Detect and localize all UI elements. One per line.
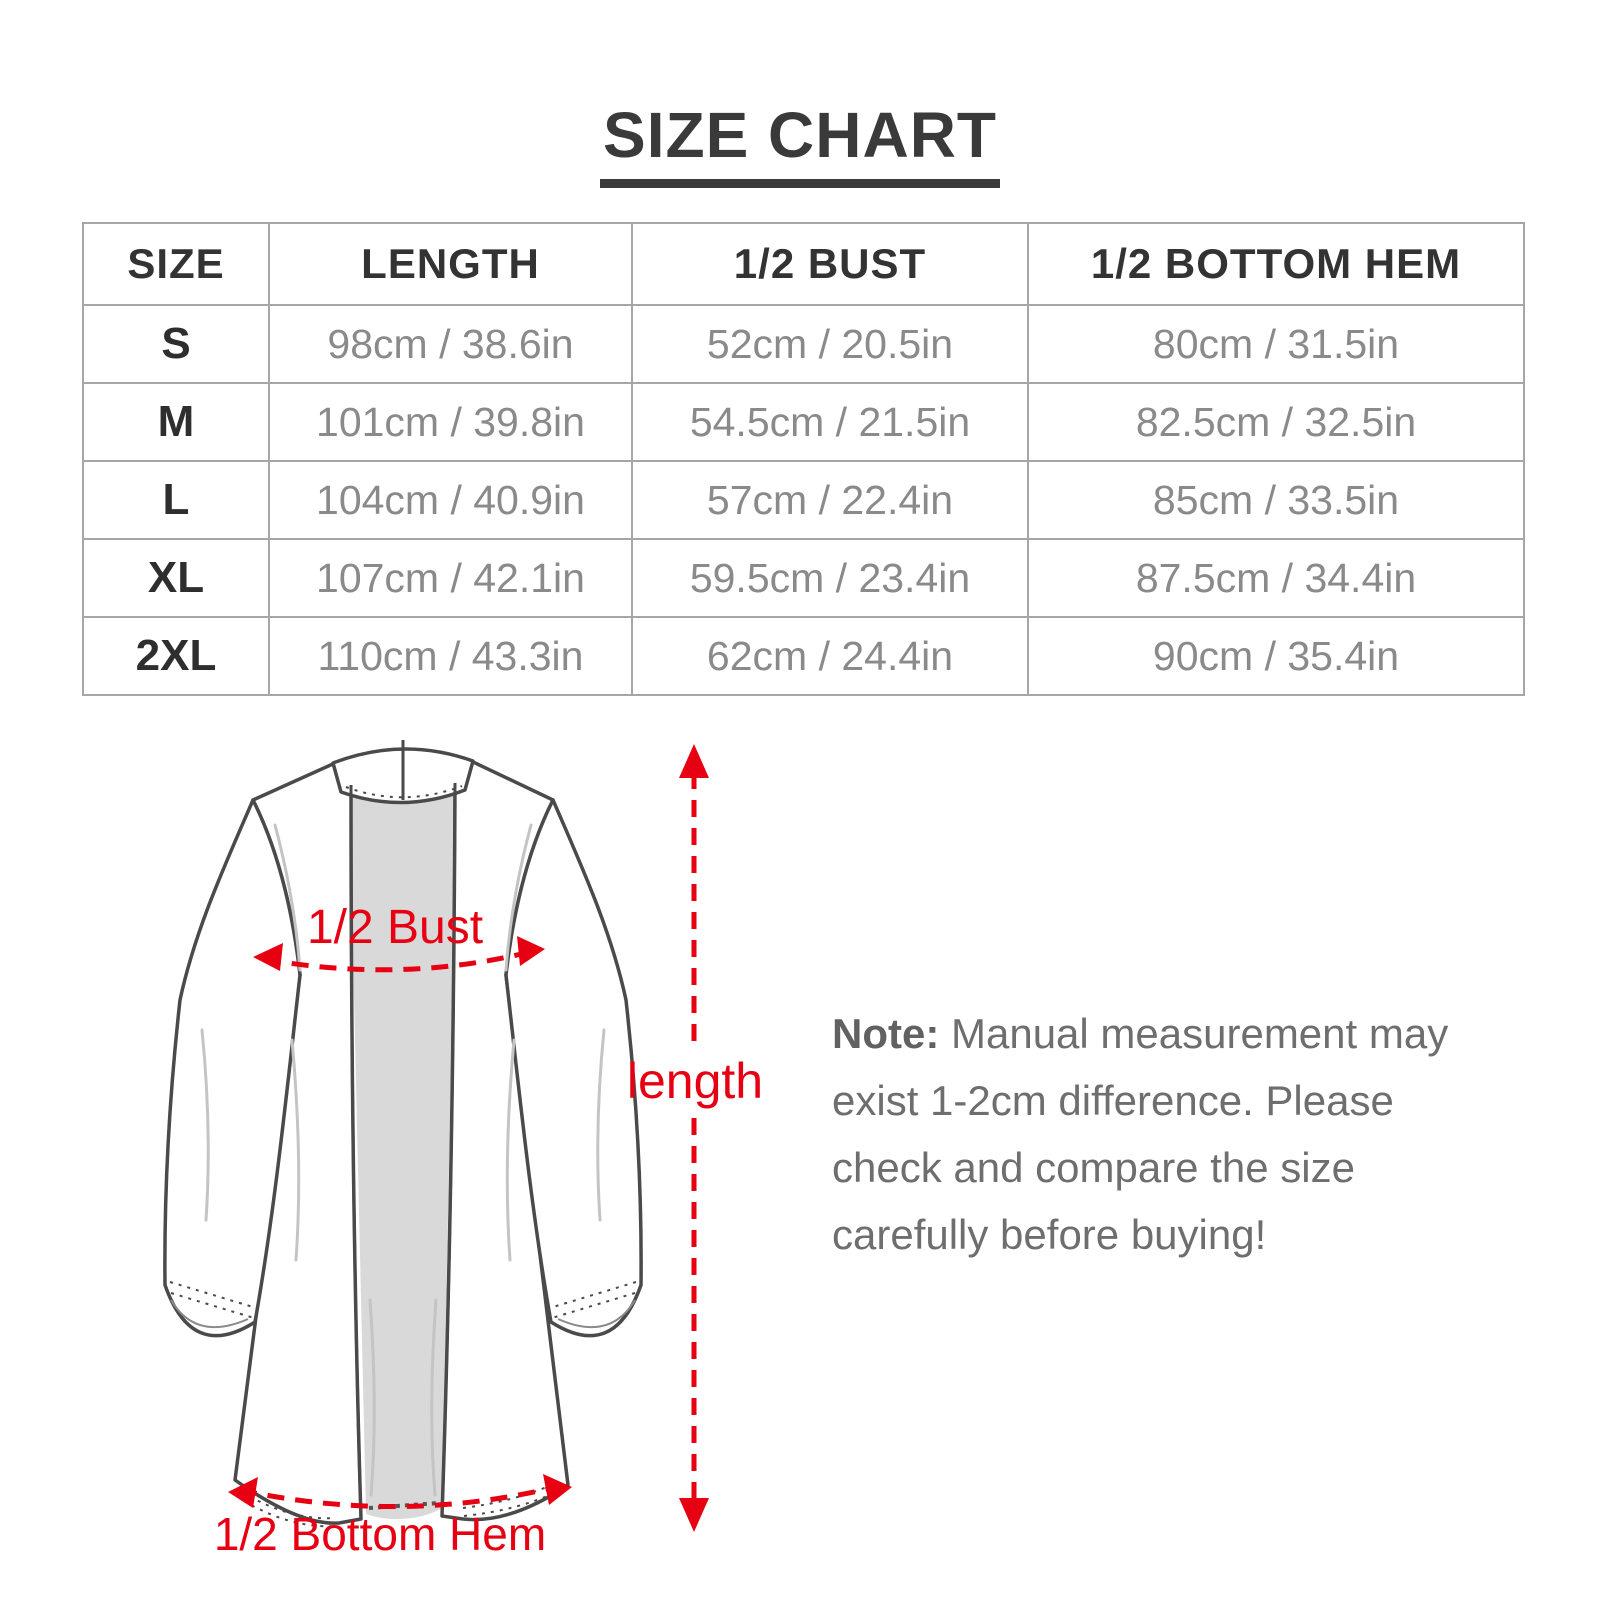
left-cuff-stitch: [169, 1281, 255, 1319]
col-header-size: SIZE: [82, 222, 270, 306]
bust-value: 54.5cm / 21.5in: [631, 382, 1029, 462]
fold-crease: [368, 1298, 376, 1497]
hem-value: 85cm / 33.5in: [1027, 460, 1525, 540]
table-row: M 101cm / 39.8in 54.5cm / 21.5in 82.5cm …: [82, 382, 1525, 462]
bust-value: 57cm / 22.4in: [631, 460, 1029, 540]
bust-measure-arrow: [253, 936, 545, 973]
note-text: Manual measurement may exist 1-2cm diffe…: [832, 1010, 1449, 1258]
left-band-inner-edge: [349, 784, 363, 1520]
fold-crease: [504, 823, 533, 972]
bust-value: 59.5cm / 23.4in: [631, 538, 1029, 618]
fold-crease: [430, 1298, 438, 1497]
bust-value: 62cm / 24.4in: [631, 616, 1029, 696]
size-value: L: [82, 460, 270, 540]
table-header-row: SIZE LENGTH 1/2 BUST 1/2 BOTTOM HEM: [82, 222, 1525, 306]
page-title: SIZE CHART: [600, 103, 1000, 188]
hem-value: 82.5cm / 32.5in: [1027, 382, 1525, 462]
inner-back-panel: [349, 780, 457, 1520]
right-cuff-stitch: [551, 1281, 637, 1319]
fold-crease: [273, 823, 302, 972]
measurement-note: Note: Manual measurement may exist 1-2cm…: [832, 1000, 1472, 1268]
col-header-bust: 1/2 BUST: [631, 222, 1029, 306]
hem-value: 90cm / 35.4in: [1027, 616, 1525, 696]
bottom-hem-label: 1/2 Bottom Hem: [214, 1508, 546, 1560]
length-label: length: [627, 1053, 763, 1109]
length-value: 98cm / 38.6in: [268, 304, 633, 384]
length-value: 101cm / 39.8in: [268, 382, 633, 462]
fold-crease: [505, 1038, 516, 1262]
table-row: S 98cm / 38.6in 52cm / 20.5in 80cm / 31.…: [82, 304, 1525, 384]
col-header-bottom-hem: 1/2 BOTTOM HEM: [1027, 222, 1525, 306]
fold-crease: [596, 1028, 606, 1222]
right-band-inner-edge: [440, 782, 457, 1517]
size-value: 2XL: [82, 616, 270, 696]
length-measure-arrow: [679, 744, 709, 1532]
length-value: 107cm / 42.1in: [268, 538, 633, 618]
length-value: 110cm / 43.3in: [268, 616, 633, 696]
size-value: M: [82, 382, 270, 462]
table-row: L 104cm / 40.9in 57cm / 22.4in 85cm / 33…: [82, 460, 1525, 540]
bust-label: 1/2 Bust: [307, 901, 483, 954]
hem-value: 80cm / 31.5in: [1027, 304, 1525, 384]
length-value: 104cm / 40.9in: [268, 460, 633, 540]
note-label: Note:: [832, 1010, 940, 1057]
left-cuff-opening: [170, 1299, 249, 1328]
col-header-length: LENGTH: [268, 222, 633, 306]
table-row: XL 107cm / 42.1in 59.5cm / 23.4in 87.5cm…: [82, 538, 1525, 618]
fold-crease: [290, 1038, 301, 1262]
garment-measurement-diagram: 1/2 Bust length 1/2 Bottom Hem: [163, 740, 763, 1560]
right-cuff-opening: [557, 1299, 636, 1328]
fold-crease: [200, 1028, 210, 1222]
bust-value: 52cm / 20.5in: [631, 304, 1029, 384]
table-row: 2XL 110cm / 43.3in 62cm / 24.4in 90cm / …: [82, 616, 1525, 696]
size-value: XL: [82, 538, 270, 618]
hem-value: 87.5cm / 34.4in: [1027, 538, 1525, 618]
size-table: SIZE LENGTH 1/2 BUST 1/2 BOTTOM HEM S 98…: [82, 222, 1525, 696]
bottom-hem-measure-arrow: [228, 1474, 572, 1510]
size-value: S: [82, 304, 270, 384]
